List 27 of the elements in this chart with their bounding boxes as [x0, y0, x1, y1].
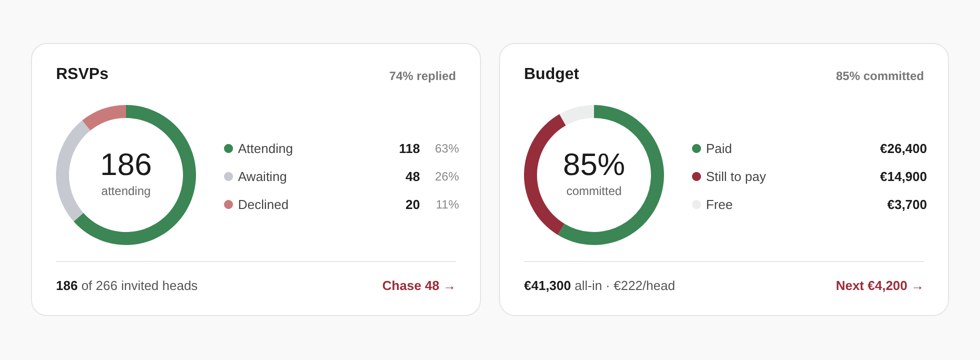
text: 186 of 266 invited heads — [56, 278, 198, 293]
text: attending — [100, 184, 152, 198]
text: Chase 48 → — [382, 278, 456, 293]
text: 11% — [436, 198, 460, 212]
text: Next €4,200 → — [836, 278, 924, 293]
legend-label: Paid — [706, 141, 732, 156]
data-label: 48 — [406, 169, 420, 184]
chart-title: Budget — [524, 66, 580, 84]
chart-subtitle: 74% replied — [389, 69, 456, 83]
legend-label: Awaiting — [238, 169, 287, 184]
data-label: €3,700 — [887, 197, 927, 212]
text: 63% — [434, 142, 460, 156]
data-label: 118 — [399, 141, 420, 156]
data-label: €26,400 — [880, 141, 927, 156]
data-label: €14,900 — [880, 169, 927, 184]
text: committed — [565, 184, 623, 198]
legend-label: Attending — [238, 141, 293, 156]
text: €41,300 all-in · €222/head — [524, 278, 676, 293]
text: 186 — [99, 147, 153, 183]
legend-label: Still to pay — [706, 169, 766, 184]
data-label: 20 — [406, 197, 420, 212]
chart-title: RSVPs — [56, 66, 108, 84]
legend-label: Declined — [238, 197, 289, 212]
text: 26% — [434, 170, 460, 184]
legend-label: Free — [706, 197, 733, 212]
text: 85% — [562, 147, 626, 183]
chart-subtitle: 85% committed — [836, 69, 924, 83]
